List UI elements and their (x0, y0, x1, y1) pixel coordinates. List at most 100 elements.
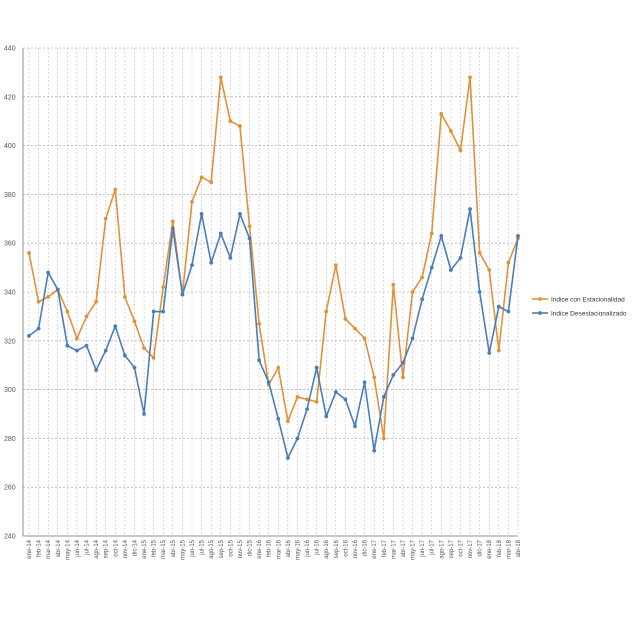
data-point-1 (161, 285, 166, 290)
x-tick-label: mar-17 (391, 539, 397, 559)
x-tick-label: nov-15 (238, 539, 244, 558)
data-point-1 (372, 375, 377, 380)
data-point-1 (410, 290, 415, 294)
data-point-2 (353, 424, 357, 429)
data-point-1 (362, 336, 367, 341)
x-tick-label: ene-18 (487, 539, 493, 558)
data-point-1 (132, 319, 137, 324)
data-point-1 (94, 299, 99, 304)
data-point-1 (391, 282, 396, 287)
x-tick-label: abr-18 (516, 539, 522, 557)
data-point-2 (285, 456, 290, 460)
data-point-1 (257, 321, 262, 326)
x-tick-label: ago-17 (439, 539, 445, 558)
x-tick-label: sep-16 (334, 539, 340, 558)
data-point-2 (381, 395, 386, 399)
data-point-2 (151, 309, 156, 314)
x-tick-label: dic-14 (132, 539, 138, 556)
x-tick-label: ago-16 (324, 539, 330, 558)
y-tick-label: 440 (4, 46, 16, 53)
x-tick-label: sep-14 (104, 539, 110, 558)
data-point-1 (84, 314, 89, 319)
y-axis: 240 260 280 300 320 340 360 380 400 420 440 (4, 46, 16, 541)
x-tick-label: abr-14 (56, 539, 62, 557)
data-point-2 (468, 207, 472, 211)
data-point-2 (506, 309, 511, 314)
legend-label-1: Indice con Estacionalidad (551, 296, 625, 303)
data-point-1 (305, 397, 309, 402)
x-tick-label: may-17 (411, 539, 417, 560)
x-tick-label: ago-15 (209, 539, 215, 558)
data-point-1 (122, 294, 127, 299)
data-point-2 (305, 407, 309, 412)
data-point-2 (94, 368, 99, 372)
series-layer (27, 75, 520, 460)
x-tick-label: jun-14 (75, 539, 81, 557)
data-point-2 (439, 233, 444, 238)
data-point-2 (55, 287, 60, 292)
data-point-1 (27, 251, 31, 255)
data-point-2 (362, 380, 367, 385)
data-point-1 (199, 175, 204, 180)
data-point-1 (295, 395, 300, 399)
data-point-1 (477, 251, 482, 255)
data-point-1 (238, 124, 242, 128)
data-point-2 (161, 309, 166, 314)
x-tick-label: abr-15 (171, 539, 177, 557)
data-point-2 (180, 292, 185, 297)
data-point-2 (36, 326, 41, 331)
data-point-2 (27, 334, 31, 338)
x-tick-label: sep-15 (219, 539, 225, 558)
data-point-1 (285, 419, 290, 424)
data-point-1 (506, 260, 511, 265)
x-tick-label: mar-18 (506, 539, 512, 559)
legend-marker-2 (538, 311, 542, 315)
data-point-1 (353, 326, 357, 331)
legend-marker-1 (538, 297, 542, 301)
data-point-1 (170, 219, 175, 224)
y-tick-label: 320 (4, 338, 16, 345)
x-tick-label: nov-14 (123, 539, 129, 558)
x-axis: ene-14 feb-14 mar-14 abr-14 may-14 jun-14 jul-… (27, 539, 522, 560)
data-point-2 (458, 255, 463, 260)
series-line-1 (28, 76, 519, 440)
x-tick-label: sep-17 (449, 539, 455, 558)
data-point-1 (36, 299, 41, 304)
x-tick-label: feb-16 (267, 539, 273, 557)
x-tick-label: dic-17 (478, 539, 484, 556)
data-point-2 (199, 212, 204, 216)
x-tick-label: ene-14 (27, 539, 33, 558)
data-point-1 (343, 316, 348, 321)
y-tick-label: 280 (4, 436, 16, 443)
data-point-2 (448, 268, 453, 272)
data-point-1 (103, 216, 108, 221)
x-tick-label: mar-14 (46, 539, 52, 559)
x-tick-label: jun-16 (305, 539, 311, 557)
x-tick-label: jun-17 (420, 539, 426, 557)
data-point-2 (103, 348, 108, 353)
y-tick-label: 420 (4, 94, 16, 101)
data-point-1 (209, 180, 214, 185)
x-tick-label: dic-16 (363, 539, 369, 556)
data-point-2 (343, 397, 348, 402)
x-tick-label: mar-15 (161, 539, 167, 559)
data-point-2 (84, 343, 89, 348)
data-point-1 (468, 75, 472, 80)
x-tick-label: ene-15 (142, 539, 148, 558)
data-point-1 (429, 231, 434, 236)
legend: Indice con Estacionalidad Indice Desestac… (532, 296, 627, 317)
data-point-1 (448, 129, 453, 133)
data-point-2 (170, 226, 175, 231)
data-point-2 (238, 212, 242, 216)
x-tick-label: mar-16 (276, 539, 282, 559)
x-tick-label: feb-15 (152, 539, 158, 557)
y-tick-label: 340 (4, 290, 16, 297)
data-point-1 (276, 365, 281, 370)
x-tick-label: abr-16 (286, 539, 292, 557)
data-point-2 (266, 380, 271, 385)
data-point-1 (151, 355, 156, 360)
data-point-1 (65, 309, 70, 314)
data-point-2 (487, 351, 492, 355)
x-tick-label: nov-16 (353, 539, 359, 558)
data-point-2 (324, 414, 329, 419)
